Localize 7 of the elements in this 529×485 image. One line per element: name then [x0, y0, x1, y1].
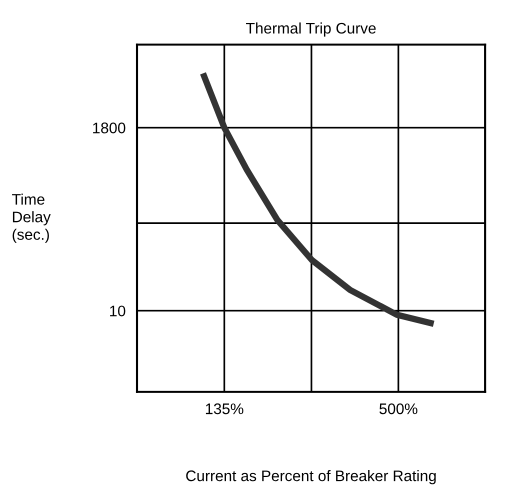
x-tick-label: 135% — [206, 403, 244, 414]
x-tick-label: 500% — [379, 403, 418, 414]
y-tick-label: 1800 — [93, 122, 126, 134]
y-axis-title: Time Delay (sec.) — [12, 194, 51, 243]
x-axis-title: Current as Percent of Breaker Rating — [186, 470, 436, 484]
y-tick-label: 10 — [110, 306, 126, 316]
chart-title: Thermal Trip Curve — [246, 22, 376, 37]
